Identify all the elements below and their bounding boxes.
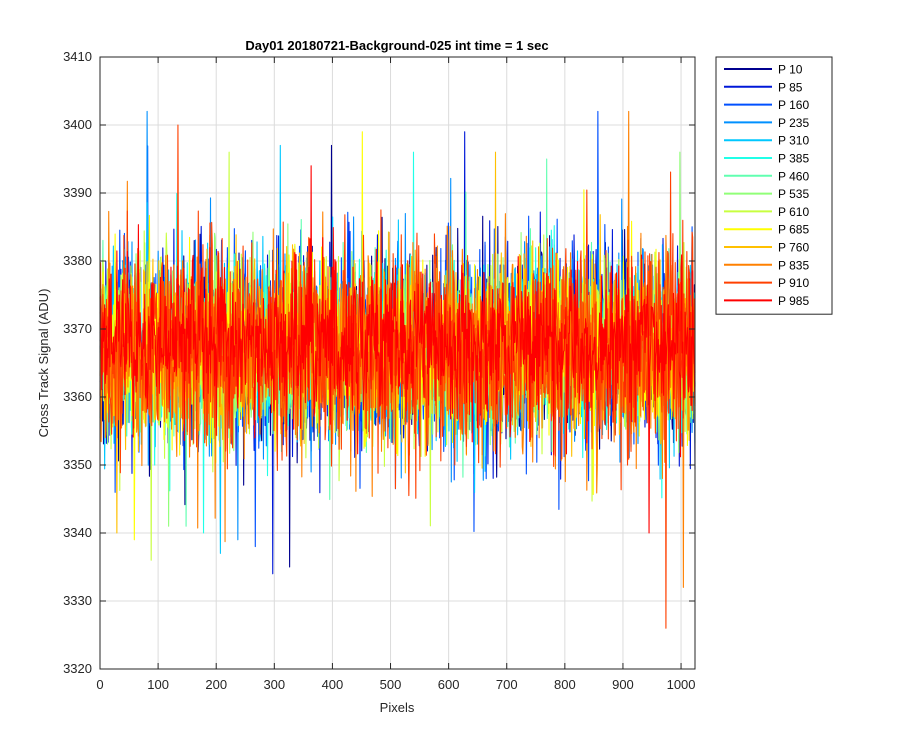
legend-label: P 385 xyxy=(778,152,809,166)
x-tick-label: 400 xyxy=(322,677,344,692)
x-tick-label: 600 xyxy=(438,677,460,692)
legend-label: P 535 xyxy=(778,187,809,201)
chart-title: Day01 20180721-Background-025 int time =… xyxy=(245,38,548,53)
x-axis-label: Pixels xyxy=(380,700,415,715)
legend-label: P 235 xyxy=(778,116,809,130)
legend: P 10 P 85 P 160 P 235 P 310 P 385 P 460 P 535 P … xyxy=(715,56,833,315)
x-tick-label: 0 xyxy=(96,677,103,692)
y-tick-label: 3370 xyxy=(63,321,92,336)
legend-label: P 310 xyxy=(778,134,809,148)
y-tick-label: 3320 xyxy=(63,661,92,676)
x-tick-label: 200 xyxy=(205,677,227,692)
y-tick-label: 3410 xyxy=(63,49,92,64)
y-tick-label: 3400 xyxy=(63,117,92,132)
y-tick-label: 3380 xyxy=(63,253,92,268)
y-tick-label: 3390 xyxy=(63,185,92,200)
legend-label: P 685 xyxy=(778,223,809,237)
legend-label: P 835 xyxy=(778,258,809,272)
series-layer xyxy=(99,110,696,629)
series-line xyxy=(99,124,696,629)
legend-label: P 85 xyxy=(778,80,803,94)
x-tick-label: 800 xyxy=(554,677,576,692)
x-tick-label: 500 xyxy=(380,677,402,692)
x-tick-label: 700 xyxy=(496,677,518,692)
x-tick-label: 1000 xyxy=(667,677,696,692)
x-tick-label: 900 xyxy=(612,677,634,692)
y-tick-label: 3350 xyxy=(63,457,92,472)
legend-label: P 760 xyxy=(778,241,809,255)
x-tick-label: 300 xyxy=(263,677,285,692)
legend-label: P 160 xyxy=(778,98,809,112)
y-tick-label: 3330 xyxy=(63,593,92,608)
legend-label: P 10 xyxy=(778,63,803,77)
y-tick-label: 3360 xyxy=(63,389,92,404)
y-tick-label: 3340 xyxy=(63,525,92,540)
y-axis-label: Cross Track Signal (ADU) xyxy=(36,289,51,438)
legend-box xyxy=(715,56,833,315)
legend-label: P 910 xyxy=(778,276,809,290)
series-line xyxy=(99,165,696,534)
axes-box xyxy=(99,56,696,670)
legend-label: P 985 xyxy=(778,294,809,308)
legend-label: P 610 xyxy=(778,205,809,219)
axes-layer: 0 100 200 300 400 500 600 700 800 900 1000 3320 3330… xyxy=(63,49,695,692)
x-tick-label: 100 xyxy=(147,677,169,692)
legend-label: P 460 xyxy=(778,169,809,183)
